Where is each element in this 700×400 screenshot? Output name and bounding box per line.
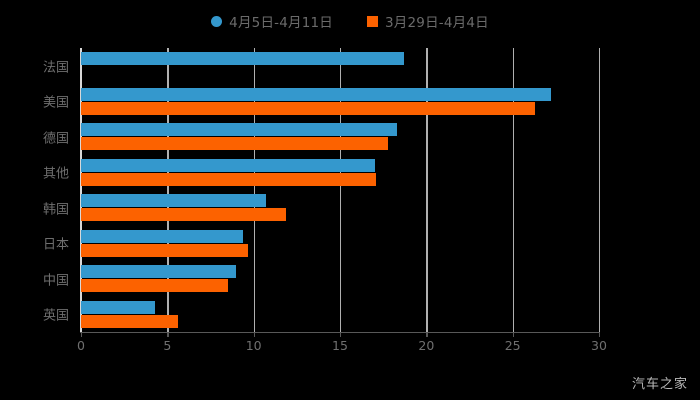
watermark: 汽车之家 xyxy=(631,377,688,392)
x-tick-label: 5 xyxy=(163,338,172,353)
y-axis-category-label: 英国 xyxy=(42,308,69,324)
bar[interactable] xyxy=(81,229,244,243)
bar[interactable] xyxy=(81,123,397,137)
bar[interactable] xyxy=(81,208,287,222)
bar-group: 美国 xyxy=(43,84,599,120)
legend-square-icon xyxy=(367,15,378,27)
x-tick-mark xyxy=(340,332,342,337)
bar-group: 英国 xyxy=(43,297,599,333)
legend-circle-icon xyxy=(211,15,223,27)
y-axis-category-label: 法国 xyxy=(42,60,69,76)
bar[interactable] xyxy=(81,300,156,314)
y-axis-line xyxy=(80,48,82,332)
y-axis-category-label: 中国 xyxy=(42,273,69,289)
bar-group: 中国 xyxy=(43,261,599,297)
gridline xyxy=(426,48,428,332)
x-tick-mark xyxy=(512,332,514,337)
chart-plot-area: 法国美国德国其他韩国日本中国英国 0 5 10 15 20 25 30 xyxy=(43,48,607,353)
bar[interactable] xyxy=(81,314,178,328)
gridline xyxy=(512,48,515,332)
y-axis-category-label: 美国 xyxy=(42,95,69,111)
chart-legend: 4月5日-4月11日 3月29日-4月4日 xyxy=(0,8,700,34)
x-tick-mark xyxy=(253,332,255,337)
bar[interactable] xyxy=(81,101,536,115)
legend-item-label: 4月5日-4月11日 xyxy=(229,15,333,31)
bar-group: 其他 xyxy=(43,155,599,191)
legend-item-label: 3月29日-4月4日 xyxy=(385,15,489,31)
gridline xyxy=(253,48,256,332)
legend-item-0[interactable]: 4月5日-4月11日 xyxy=(211,11,333,31)
x-tick-mark xyxy=(599,332,601,337)
bar-group: 德国 xyxy=(43,119,599,155)
x-tick-mark xyxy=(81,332,83,337)
bar[interactable] xyxy=(81,137,389,151)
x-tick-label: 30 xyxy=(591,338,607,353)
bar[interactable] xyxy=(81,194,266,208)
x-tick-label: 15 xyxy=(332,338,348,353)
bar-group: 韩国 xyxy=(43,190,599,226)
x-tick-mark xyxy=(167,332,169,337)
y-axis-category-label: 其他 xyxy=(42,166,69,182)
gridline xyxy=(340,48,342,332)
legend-item-1[interactable]: 3月29日-4月4日 xyxy=(367,11,489,31)
bar[interactable] xyxy=(81,52,404,66)
x-tick-label: 10 xyxy=(245,338,262,353)
y-axis-category-label: 韩国 xyxy=(42,202,69,218)
bar[interactable] xyxy=(81,279,228,293)
bar[interactable] xyxy=(81,265,237,279)
y-axis-category-label: 德国 xyxy=(42,131,69,147)
bar-group: 日本 xyxy=(43,226,599,262)
gridline xyxy=(167,48,169,332)
gridline xyxy=(599,48,601,332)
bar[interactable] xyxy=(81,158,375,172)
bar[interactable] xyxy=(81,243,249,257)
x-tick-label: 25 xyxy=(504,338,521,353)
y-axis-category-label: 日本 xyxy=(42,237,69,253)
x-tick-mark xyxy=(426,332,428,337)
x-tick-label: 0 xyxy=(77,338,85,353)
bar[interactable] xyxy=(81,87,551,101)
bar-group: 法国 xyxy=(43,48,599,84)
x-tick-label: 20 xyxy=(418,338,435,353)
bar[interactable] xyxy=(81,172,377,186)
